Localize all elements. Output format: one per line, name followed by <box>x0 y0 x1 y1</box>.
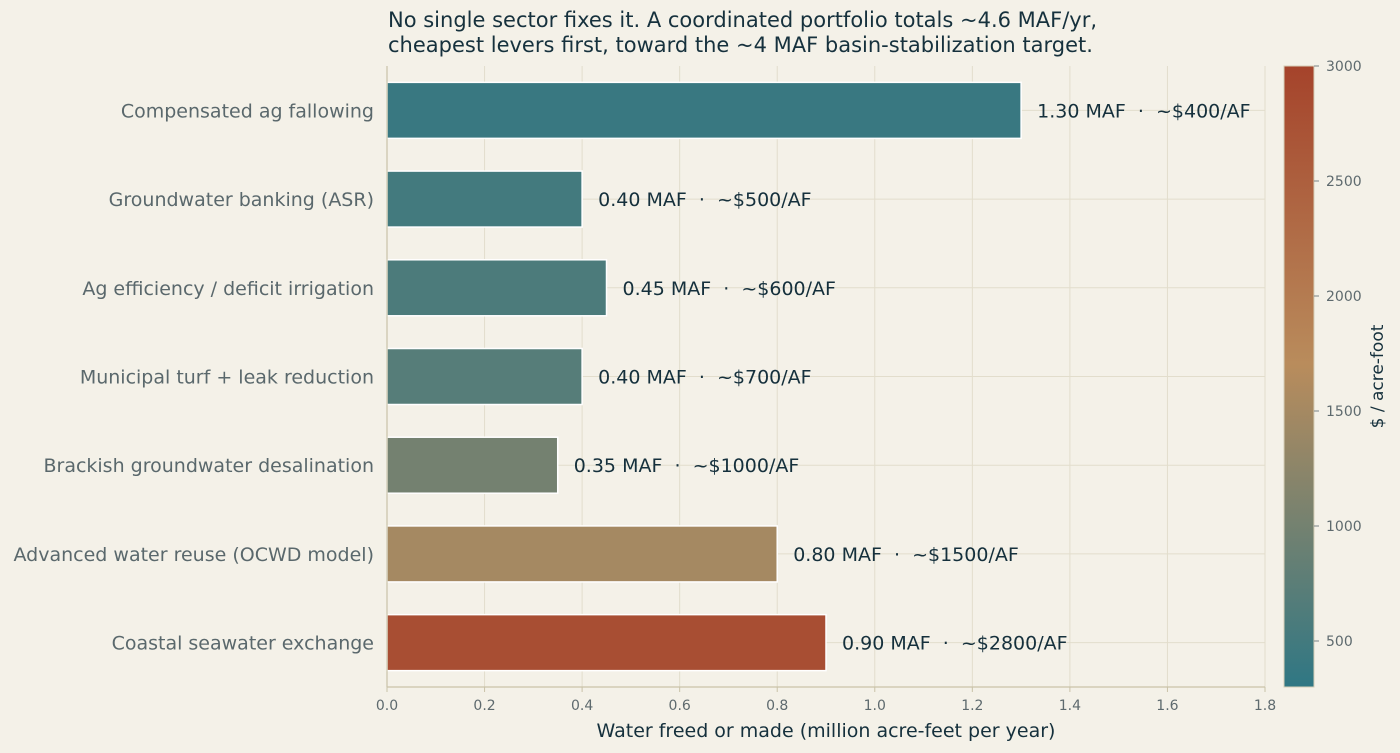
colorbar-tick-label: 2500 <box>1326 174 1362 190</box>
bar-data-label: 0.80 MAF · ~$1500/AF <box>793 544 1019 566</box>
y-category-label: Coastal seawater exchange <box>112 633 374 655</box>
x-tick-label: 0.2 <box>473 698 495 714</box>
y-category-label: Brackish groundwater desalination <box>43 455 374 477</box>
chart-title: No single sector fixes it. A coordinated… <box>388 8 1097 58</box>
x-tick-label: 1.0 <box>864 698 886 714</box>
bar-data-label: 0.90 MAF · ~$2800/AF <box>842 633 1068 655</box>
colorbar-gradient <box>1283 65 1315 688</box>
bar-data-label: 0.35 MAF · ~$1000/AF <box>574 455 800 477</box>
bar <box>386 436 559 494</box>
bar-data-label: 0.45 MAF · ~$600/AF <box>623 278 836 300</box>
y-category-label: Ag efficiency / deficit irrigation <box>82 278 374 300</box>
x-tick-label: 1.2 <box>961 698 983 714</box>
x-tick-label: 0.0 <box>376 698 398 714</box>
chart-title-line-1: No single sector fixes it. A coordinated… <box>388 8 1098 32</box>
x-axis-label: Water freed or made (million acre-feet p… <box>597 720 1056 742</box>
x-tick-label: 0.6 <box>669 698 691 714</box>
y-category-label: Municipal turf + leak reduction <box>80 367 374 389</box>
x-tick-label: 1.8 <box>1254 698 1276 714</box>
colorbar-label: $ / acre-foot <box>1368 324 1388 428</box>
y-category-label: Advanced water reuse (OCWD model) <box>14 544 374 566</box>
colorbar-tick-label: 500 <box>1326 634 1353 650</box>
bar-data-label: 1.30 MAF · ~$400/AF <box>1037 100 1250 122</box>
bar <box>386 259 608 317</box>
y-category-label: Compensated ag fallowing <box>121 100 374 122</box>
colorbar-tick-label: 2000 <box>1326 289 1362 305</box>
x-tick-label: 0.8 <box>766 698 788 714</box>
x-tick-label: 1.4 <box>1059 698 1081 714</box>
bar <box>386 613 827 672</box>
bar <box>386 170 583 228</box>
x-tick-label: 1.6 <box>1156 698 1178 714</box>
bar <box>386 347 583 406</box>
bar-data-label: 0.40 MAF · ~$700/AF <box>598 367 811 389</box>
bar-data-label: 0.40 MAF · ~$500/AF <box>598 189 811 211</box>
colorbar-tick-label: 1000 <box>1326 519 1362 535</box>
y-category-label: Groundwater banking (ASR) <box>109 189 374 211</box>
x-tick-label: 0.4 <box>571 698 593 714</box>
colorbar-tick-label: 3000 <box>1326 59 1362 75</box>
bar <box>386 81 1022 140</box>
bar <box>386 525 778 583</box>
colorbar-tick-label: 1500 <box>1326 404 1362 420</box>
chart-title-line-2: cheapest levers first, toward the ~4 MAF… <box>388 33 1093 57</box>
